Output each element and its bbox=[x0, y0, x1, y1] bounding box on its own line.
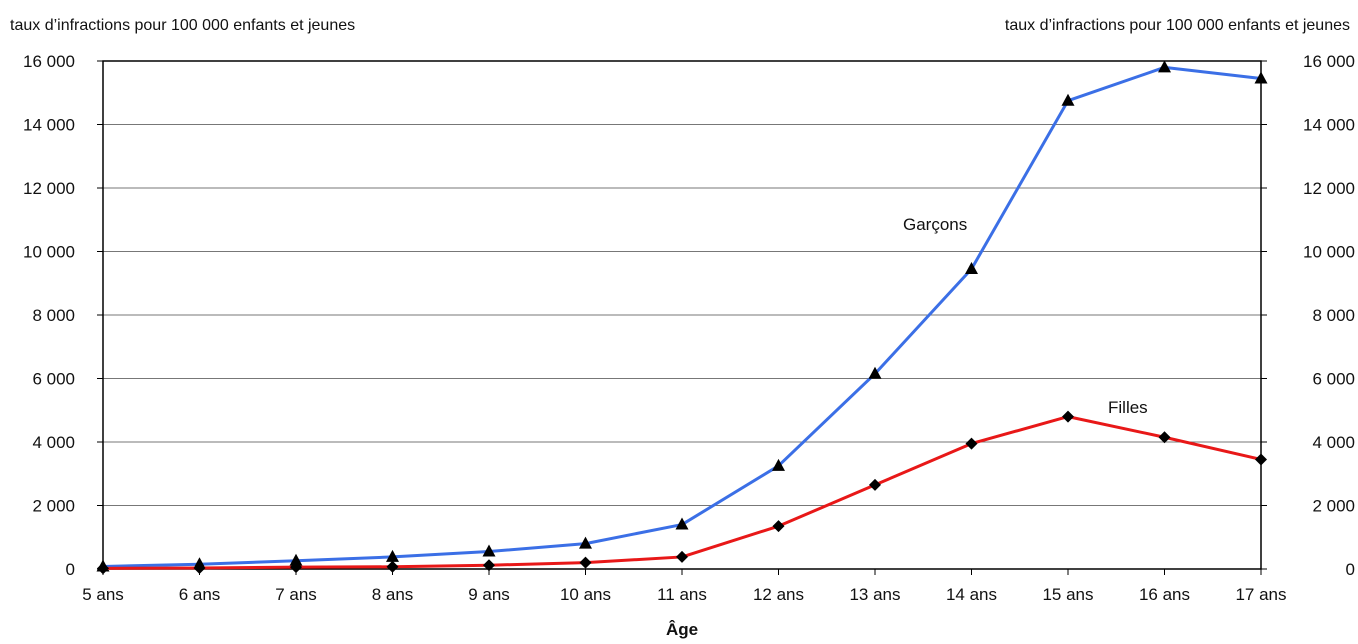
series-line-garcons bbox=[102, 65, 1262, 568]
y-tick-label-right: 8 000 bbox=[1312, 306, 1355, 325]
data-point-garcons bbox=[386, 549, 399, 562]
y-tick-label-left: 6 000 bbox=[32, 370, 75, 389]
data-point-filles bbox=[965, 437, 978, 450]
x-tick-label: 16 ans bbox=[1139, 585, 1190, 604]
data-point-garcons bbox=[772, 458, 785, 471]
x-tick-label: 5 ans bbox=[82, 585, 124, 604]
y-tick-label-left: 4 000 bbox=[32, 433, 75, 452]
y-tick-label-right: 2 000 bbox=[1312, 497, 1355, 516]
x-tick-label: 14 ans bbox=[946, 585, 997, 604]
data-point-filles bbox=[483, 559, 495, 572]
x-tick-label: 10 ans bbox=[560, 585, 611, 604]
y-tick-label-left: 10 000 bbox=[23, 243, 75, 262]
data-point-filles bbox=[193, 562, 206, 575]
y-tick-label-right: 0 bbox=[1346, 560, 1355, 579]
data-point-filles bbox=[1255, 453, 1267, 466]
data-point-garcons bbox=[1254, 71, 1268, 84]
y-tick-label-left: 0 bbox=[66, 560, 75, 579]
data-point-filles bbox=[386, 560, 399, 573]
y-tick-label-left: 16 000 bbox=[23, 52, 75, 71]
data-point-garcons bbox=[868, 366, 882, 379]
y-tick-label-left: 8 000 bbox=[32, 306, 75, 325]
data-point-filles bbox=[290, 561, 302, 574]
series-label-filles: Filles bbox=[1108, 398, 1148, 417]
y-tick-label-right: 4 000 bbox=[1312, 433, 1355, 452]
y-tick-label-right: 12 000 bbox=[1303, 179, 1355, 198]
y-axis-right: 0 2 000 4 000 6 000 8 000 10 000 12 000 14 000 1… bbox=[1261, 52, 1355, 579]
y-tick-label-left: 2 000 bbox=[32, 497, 75, 516]
y-axis-title-left: taux d’infractions pour 100 000 enfants … bbox=[10, 17, 355, 34]
x-tick-label: 9 ans bbox=[468, 585, 510, 604]
y-axis-title-right: taux d’infractions pour 100 000 enfants … bbox=[1005, 17, 1350, 34]
x-axis: 5 ans 6 ans 7 ans 8 ans 9 ans 10 ans 11 ans 12 … bbox=[82, 569, 1287, 604]
data-point-filles bbox=[772, 520, 785, 533]
data-point-garcons bbox=[675, 517, 689, 530]
data-point-garcons bbox=[579, 536, 592, 549]
x-tick-label: 7 ans bbox=[275, 585, 317, 604]
data-point-garcons bbox=[1061, 93, 1075, 106]
data-point-filles bbox=[676, 550, 688, 563]
y-tick-label-left: 12 000 bbox=[23, 179, 75, 198]
data-point-garcons bbox=[1158, 60, 1171, 73]
x-axis-title: Âge bbox=[666, 620, 698, 639]
data-point-filles bbox=[1158, 431, 1171, 444]
y-axis-left: 0 2 000 4 000 6 000 8 000 10 000 12 000 14 000 1… bbox=[23, 52, 103, 579]
x-tick-label: 8 ans bbox=[372, 585, 414, 604]
series-label-garcons: Garçons bbox=[903, 215, 967, 234]
x-tick-label: 13 ans bbox=[849, 585, 900, 604]
y-tick-label-right: 10 000 bbox=[1303, 243, 1355, 262]
data-point-filles bbox=[1062, 410, 1074, 423]
x-tick-label: 17 ans bbox=[1235, 585, 1286, 604]
y-tick-label-right: 6 000 bbox=[1312, 370, 1355, 389]
x-tick-label: 12 ans bbox=[753, 585, 804, 604]
data-point-garcons bbox=[965, 261, 978, 274]
series-line-filles bbox=[102, 415, 1262, 570]
y-tick-label-right: 14 000 bbox=[1303, 116, 1355, 135]
data-point-filles bbox=[97, 562, 109, 575]
series-layer bbox=[96, 60, 1268, 575]
data-point-filles bbox=[579, 556, 592, 569]
x-tick-label: 6 ans bbox=[179, 585, 221, 604]
gridlines bbox=[103, 124, 1261, 506]
y-tick-label-left: 14 000 bbox=[23, 116, 75, 135]
y-tick-label-right: 16 000 bbox=[1303, 52, 1355, 71]
data-point-garcons bbox=[289, 553, 303, 566]
data-point-garcons bbox=[482, 544, 496, 557]
x-tick-label: 15 ans bbox=[1042, 585, 1093, 604]
x-tick-label: 11 ans bbox=[657, 585, 707, 604]
data-point-filles bbox=[869, 478, 881, 491]
